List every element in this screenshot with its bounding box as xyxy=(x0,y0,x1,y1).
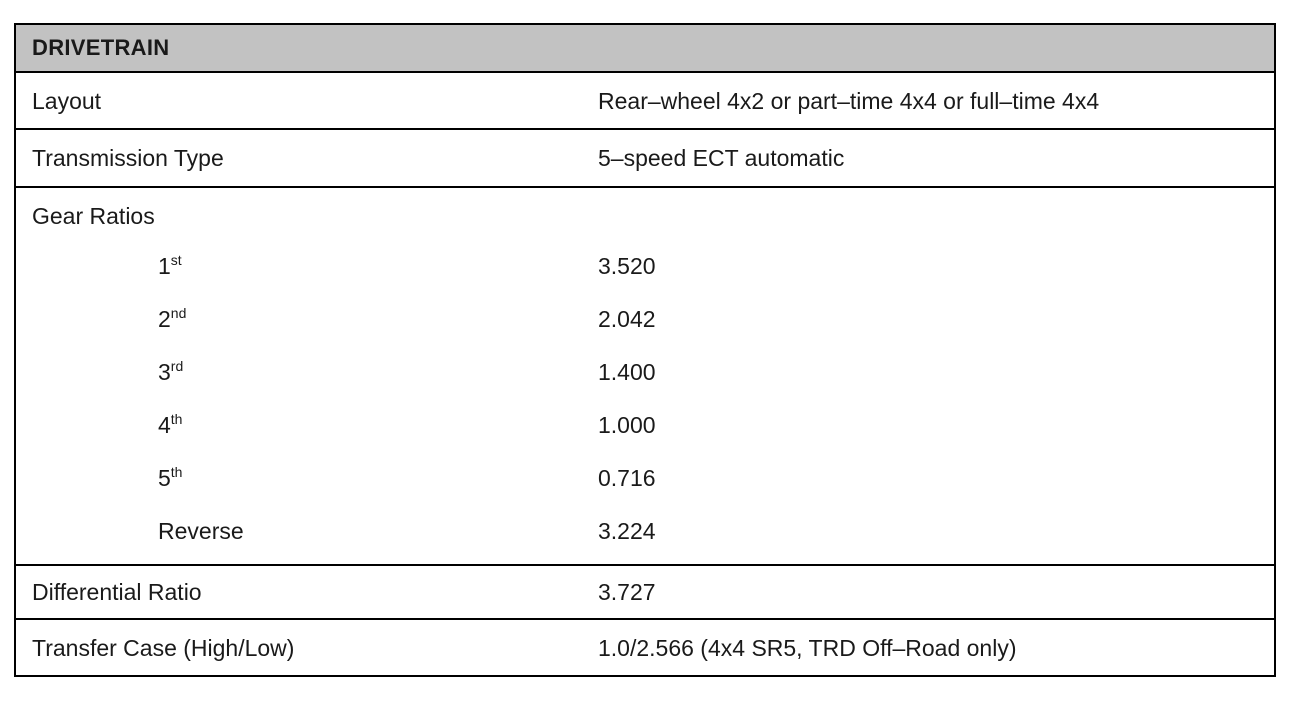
gear-ordinal-suffix: th xyxy=(170,410,183,427)
table-row-layout: Layout Rear–wheel 4x2 or part–time 4x4 o… xyxy=(16,73,1274,130)
gear-ordinal-suffix: th xyxy=(170,463,183,480)
gear-ordinal-suffix: nd xyxy=(170,304,187,321)
table-section-header: DRIVETRAIN xyxy=(16,25,1274,73)
gear-row-3rd: 3rd 1.400 xyxy=(16,345,1274,398)
gear-label-reverse: Reverse xyxy=(16,517,598,545)
row-value-transfer-case: 1.0/2.566 (4x4 SR5, TRD Off–Road only) xyxy=(598,634,1017,661)
drivetrain-spec-table: DRIVETRAIN Layout Rear–wheel 4x2 or part… xyxy=(14,23,1276,677)
row-label-transmission-type: Transmission Type xyxy=(32,145,224,171)
gear-ratio-list: 1st 3.520 2nd 2.042 3rd 1.400 4th 1.000 … xyxy=(16,239,1274,557)
gear-ordinal-suffix: rd xyxy=(170,357,184,374)
gear-name: Reverse xyxy=(158,517,244,544)
gear-value-5th: 0.716 xyxy=(598,464,656,491)
row-label-transfer-case: Transfer Case (High/Low) xyxy=(32,634,295,661)
gear-name: 1 xyxy=(158,252,171,279)
table-row-transmission-type: Transmission Type 5–speed ECT automatic xyxy=(16,130,1274,188)
row-value-layout: Rear–wheel 4x2 or part–time 4x4 or full–… xyxy=(598,87,1100,114)
gear-name: 5 xyxy=(158,464,171,491)
gear-row-5th: 5th 0.716 xyxy=(16,451,1274,504)
gear-name: 3 xyxy=(158,358,171,385)
gear-value-3rd: 1.400 xyxy=(598,358,656,385)
table-row-gear-ratios: Gear Ratios 1st 3.520 2nd 2.042 3rd 1.40… xyxy=(16,188,1274,566)
gear-ratios-title: Gear Ratios xyxy=(32,203,155,229)
gear-name: 4 xyxy=(158,411,171,438)
row-label-layout: Layout xyxy=(32,87,102,114)
gear-label-4th: 4th xyxy=(16,411,598,439)
gear-value-1st: 3.520 xyxy=(598,252,656,279)
gear-row-reverse: Reverse 3.224 xyxy=(16,504,1274,557)
gear-value-reverse: 3.224 xyxy=(598,517,656,544)
gear-label-5th: 5th xyxy=(16,464,598,492)
gear-row-4th: 4th 1.000 xyxy=(16,398,1274,451)
gear-row-2nd: 2nd 2.042 xyxy=(16,292,1274,345)
gear-label-1st: 1st xyxy=(16,252,598,280)
table-row-differential-ratio: Differential Ratio 3.727 xyxy=(16,566,1274,620)
gear-label-3rd: 3rd xyxy=(16,358,598,386)
gear-value-2nd: 2.042 xyxy=(598,305,656,332)
gear-value-4th: 1.000 xyxy=(598,411,656,438)
gear-label-2nd: 2nd xyxy=(16,305,598,333)
row-value-differential-ratio: 3.727 xyxy=(598,579,656,605)
gear-row-1st: 1st 3.520 xyxy=(16,239,1274,292)
row-label-differential-ratio: Differential Ratio xyxy=(32,579,202,605)
row-value-transmission-type: 5–speed ECT automatic xyxy=(598,145,845,171)
gear-ordinal-suffix: st xyxy=(170,251,182,268)
gear-name: 2 xyxy=(158,305,171,332)
section-header-label: DRIVETRAIN xyxy=(32,35,170,60)
table-row-transfer-case: Transfer Case (High/Low) 1.0/2.566 (4x4 … xyxy=(16,620,1274,675)
